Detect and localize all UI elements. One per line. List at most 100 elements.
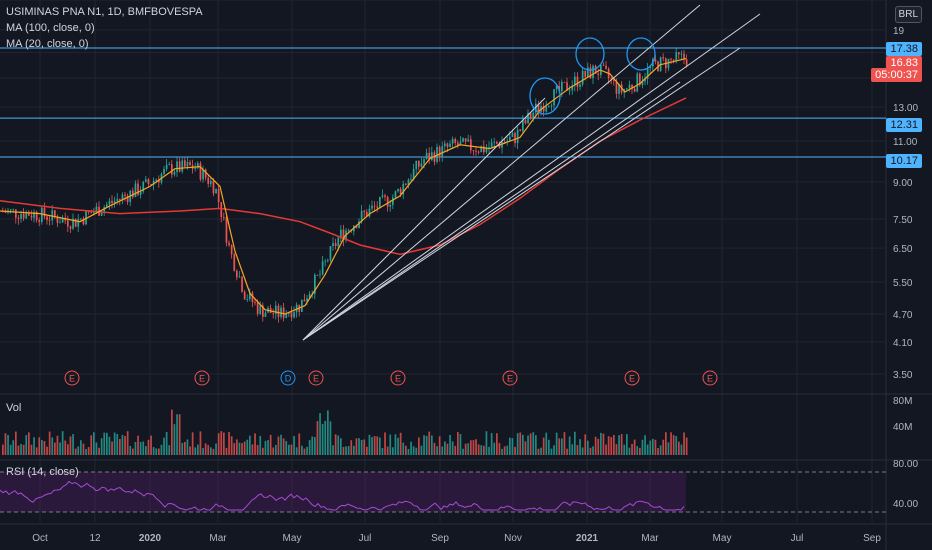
- volume-bar: [249, 435, 251, 455]
- volume-bar: [594, 436, 597, 455]
- volume-bar: [501, 448, 503, 455]
- current-price-tag: 16.83: [886, 56, 922, 70]
- highlight-circle-2: [626, 37, 656, 71]
- candle-body: [147, 179, 150, 185]
- price-tick: 3.50: [893, 370, 913, 381]
- candle-body: [670, 58, 672, 60]
- candle-body: [121, 194, 124, 200]
- volume-bar: [457, 432, 459, 455]
- volume-bar: [210, 447, 212, 455]
- candle-body: [527, 112, 529, 124]
- price-axis: 191715.0013.0011.009.007.506.505.504.704…: [893, 26, 918, 510]
- candle-body: [519, 129, 522, 131]
- volume-bar: [121, 434, 124, 455]
- volume-bar: [623, 444, 626, 455]
- price-tick: 6.50: [893, 244, 913, 255]
- volume-bar: [613, 435, 615, 455]
- volume-bar: [399, 432, 402, 455]
- candle-body: [672, 59, 675, 61]
- volume-bar: [353, 445, 355, 455]
- candle-body: [563, 81, 566, 83]
- currency-button[interactable]: BRL: [894, 6, 922, 23]
- event-marker-label: E: [507, 374, 513, 384]
- volume-bar: [600, 432, 602, 455]
- level-tag-3: 10.17: [886, 154, 922, 168]
- candle-body: [329, 246, 332, 261]
- candle-body: [165, 164, 168, 169]
- volume-bar: [340, 438, 342, 455]
- candle-body: [12, 209, 15, 211]
- candle-body: [33, 211, 35, 218]
- volume-bar: [256, 444, 259, 455]
- event-marker-label: E: [395, 374, 401, 384]
- candle-body: [483, 146, 485, 153]
- ma20-legend[interactable]: MA (20, close, 0): [6, 38, 89, 50]
- volume-bar: [41, 440, 43, 455]
- candle-body: [25, 212, 28, 219]
- candle-body: [376, 206, 379, 208]
- candle-body: [355, 225, 358, 228]
- volume-bar: [194, 447, 197, 455]
- candle-body: [9, 209, 12, 211]
- volume-bar: [561, 438, 563, 455]
- ma20-line: [0, 58, 687, 315]
- candle-body: [496, 142, 498, 144]
- candle-body: [22, 214, 25, 219]
- trend-lines: [302, 4, 761, 341]
- candle-body: [457, 142, 459, 146]
- volume-bar: [542, 437, 545, 455]
- volume-bar: [685, 437, 688, 455]
- candle-body: [386, 196, 389, 207]
- candle-body: [379, 196, 381, 208]
- ma100-legend[interactable]: MA (100, close, 0): [6, 22, 95, 34]
- candle-body: [35, 211, 38, 220]
- candle-body: [282, 307, 285, 318]
- volume-bar: [108, 436, 111, 455]
- candle-body: [290, 312, 293, 318]
- candle-body: [80, 218, 82, 220]
- volume-bar: [433, 442, 436, 455]
- price-tick: 4.70: [893, 310, 913, 321]
- candle-body: [394, 191, 397, 198]
- candle-body: [225, 217, 228, 243]
- price-tick: 7.50: [893, 215, 913, 226]
- volume-bar: [308, 440, 311, 455]
- volume-label: Vol: [6, 402, 22, 414]
- volume-bar: [288, 444, 290, 455]
- volume-bar: [615, 444, 618, 455]
- candle-body: [436, 146, 438, 162]
- candle-body: [428, 152, 431, 161]
- candle-body: [574, 76, 576, 86]
- volume-bar: [350, 440, 353, 455]
- candle-body: [340, 229, 342, 238]
- candle-body: [542, 106, 545, 112]
- candle-body: [509, 136, 511, 141]
- price-candles: [2, 48, 688, 323]
- volume-bar: [332, 445, 334, 455]
- volume-bar: [641, 439, 644, 455]
- volume-bar: [665, 432, 667, 455]
- candle-body: [566, 82, 568, 91]
- candle-body: [605, 65, 607, 69]
- candle-body: [111, 200, 113, 203]
- time-axis: Oct 12 2020 Mar May Jul Sep Nov 2021 Mar May Jul Sep: [32, 533, 881, 544]
- candle-body: [46, 216, 48, 220]
- event-marker-circle: [308, 370, 324, 386]
- volume-bar: [74, 448, 77, 455]
- candle-body: [392, 197, 394, 205]
- candle-body: [576, 76, 579, 87]
- volume-tick: 80M: [893, 396, 912, 407]
- volume-bar: [225, 447, 228, 455]
- candle-body: [314, 274, 316, 294]
- candle-body: [189, 162, 191, 166]
- volume-bar: [550, 448, 553, 455]
- candle-body: [178, 161, 181, 172]
- candle-body: [233, 254, 236, 271]
- candle-body: [454, 138, 457, 143]
- volume-bar: [441, 446, 444, 455]
- candle-body: [168, 164, 171, 166]
- candle-body: [644, 78, 646, 82]
- candle-body: [85, 210, 87, 225]
- volume-bar: [155, 448, 158, 455]
